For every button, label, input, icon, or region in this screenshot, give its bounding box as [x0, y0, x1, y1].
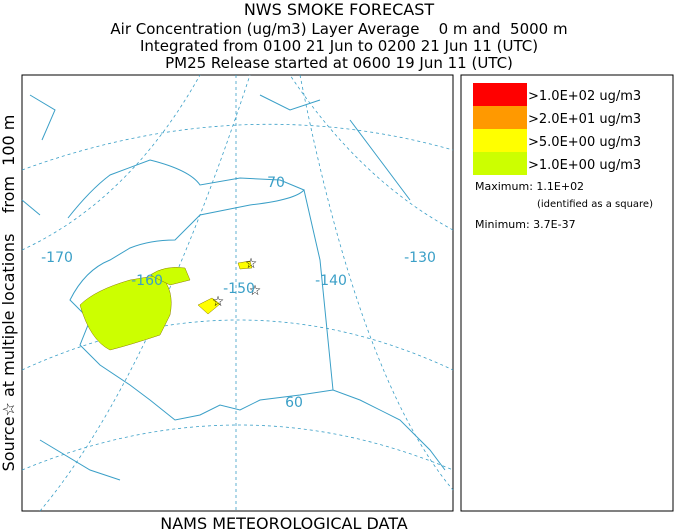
- maximum: Maximum: 1.1E+02: [475, 180, 584, 193]
- coastline: [67, 159, 446, 471]
- side-label: Source☆ at multiple locations from 100 m: [0, 115, 18, 472]
- subtitle: PM25 Release started at 0600 19 Jun 11 (…: [165, 54, 513, 72]
- graticule-label: 70: [267, 175, 285, 191]
- legend-label: >5.0E+00 ug/m3: [528, 135, 641, 150]
- legend-label: >2.0E+01 ug/m3: [528, 112, 641, 127]
- legend-label: >1.0E+00 ug/m3: [528, 158, 641, 173]
- legend-swatch: [473, 152, 527, 175]
- subtitle: Air Concentration (ug/m3) Layer Average …: [110, 20, 567, 38]
- graticule-label: -140: [315, 273, 347, 289]
- graticule-label: -170: [41, 250, 73, 266]
- footer: NAMS METEOROLOGICAL DATA: [160, 514, 408, 532]
- graticule-label: 60: [285, 395, 303, 411]
- source-marker: ☆: [249, 283, 262, 299]
- minimum: Minimum: 3.7E-37: [475, 218, 576, 231]
- graticule-label: -130: [404, 250, 436, 266]
- source-marker: ☆: [212, 294, 225, 310]
- plume: [79, 274, 172, 351]
- graticule-label: -160: [131, 273, 163, 289]
- borders: [21, 94, 411, 481]
- map: ☆ ☆ ☆ -170 -160 -150 -140 -130 70 60: [21, 74, 454, 512]
- subtitle: Integrated from 0100 21 Jun to 0200 21 J…: [140, 37, 538, 55]
- legend-label: >1.0E+02 ug/m3: [528, 89, 641, 104]
- plume: [197, 297, 221, 315]
- title: NWS SMOKE FORECAST: [244, 0, 435, 19]
- graticule-label: -150: [223, 281, 255, 297]
- legend-swatch: [473, 129, 527, 152]
- map-frame: [21, 74, 454, 512]
- legend-swatch: [473, 83, 527, 106]
- source-marker: ☆: [245, 256, 258, 272]
- plume: [149, 267, 191, 286]
- legend-swatch: [473, 106, 527, 129]
- max-note: (identified as a square): [537, 199, 653, 210]
- plume: [237, 260, 253, 270]
